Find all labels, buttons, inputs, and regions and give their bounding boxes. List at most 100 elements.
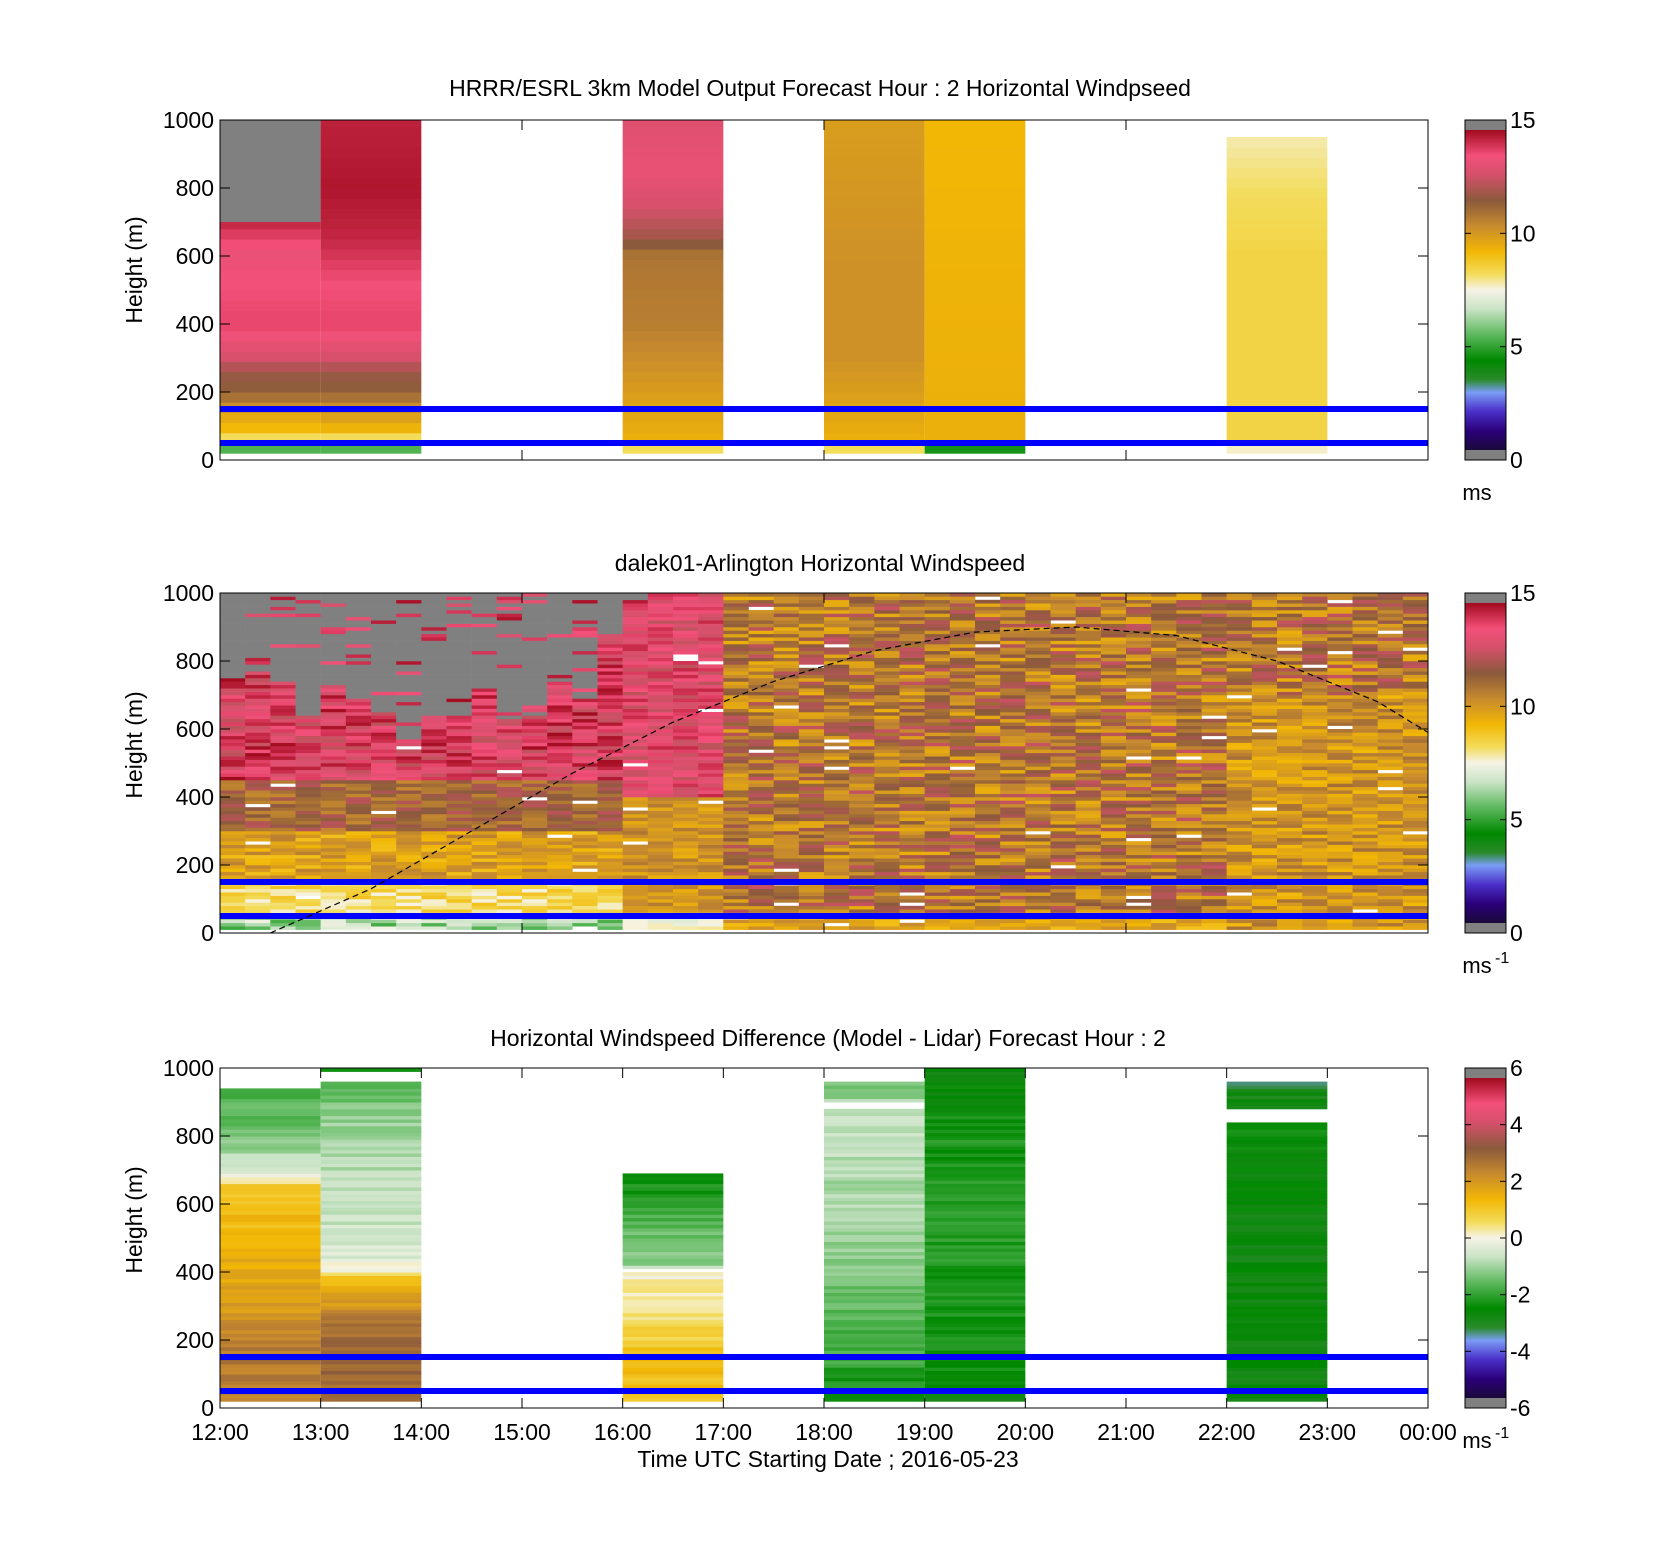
heatmap-cell [1251,746,1278,750]
heatmap-cell [1377,732,1404,737]
heatmap-cell [874,644,900,648]
heatmap-cell [1226,678,1253,682]
heatmap-cell [1151,841,1177,845]
heatmap-cell [874,905,900,910]
heatmap-cell [1402,793,1428,798]
heatmap-cell [1201,627,1227,631]
heatmap-cell [220,742,246,747]
heatmap-cell [1025,773,1051,777]
heatmap-cell [1050,695,1076,699]
heatmap-cell [798,715,825,720]
heatmap-cell [1176,892,1202,896]
heatmap-cell [371,888,397,893]
heatmap-cell [522,756,548,760]
heatmap-cell [824,188,925,199]
missing-data-cell [245,650,271,655]
heatmap-cell [547,851,573,856]
heatmap-cell [1126,746,1152,750]
heatmap-cell [1000,732,1026,737]
missing-data-cell [446,650,472,655]
missing-data-cell [496,681,523,686]
heatmap-cell [1025,861,1051,866]
heatmap-cell [371,892,397,896]
heatmap-cell [1226,922,1253,927]
heatmap-cell [849,848,875,852]
heatmap-cell [1151,630,1177,635]
missing-data-cell [371,654,397,658]
heatmap-cell [1226,790,1253,794]
heatmap-cell [547,854,573,859]
heatmap-cell [496,909,523,913]
heatmap-cell [1126,817,1152,822]
heatmap-cell [1327,803,1353,808]
heatmap-cell [295,861,321,866]
heatmap-cell [899,698,925,703]
heatmap-cell [673,705,699,709]
difference-panel: Horizontal Windspeed Difference (Model -… [121,1025,1531,1453]
missing-data-cell [547,664,573,669]
heatmap-cell [1075,749,1102,754]
heatmap-cell [421,926,447,930]
heatmap-cell [270,922,296,927]
heatmap-cell [345,725,372,730]
heatmap-cell [345,644,372,648]
heatmap-cell [220,732,246,737]
heatmap-cell [1050,749,1076,754]
heatmap-cell [1352,712,1378,716]
heatmap-cell [1251,742,1278,747]
heatmap-cell [220,735,246,740]
heatmap-cell [1126,922,1152,927]
heatmap-cell [949,922,976,927]
heatmap-cell [1025,827,1051,832]
heatmap-cell [1176,810,1202,815]
heatmap-cell [1251,790,1278,794]
heatmap-cell [1302,752,1328,757]
heatmap-cell [320,147,422,158]
heatmap-cell [547,899,573,903]
heatmap-cell [798,661,825,665]
heatmap-cell [824,310,925,322]
heatmap-cell [773,678,800,682]
heatmap-cell [824,854,850,859]
heatmap-cell [1050,888,1076,893]
missing-data-cell [295,620,321,624]
heatmap-cell [270,899,296,903]
heatmap-cell [1277,899,1303,903]
heatmap-cell [547,790,573,794]
heatmap-cell [673,905,699,910]
heatmap-cell [748,926,774,930]
heatmap-cell [295,739,321,743]
heatmap-cell [1126,926,1152,930]
heatmap-cell [1151,732,1177,737]
heatmap-cell [899,759,925,764]
heatmap-cell [1226,858,1253,862]
heatmap-cell [849,718,875,723]
heatmap-cell [220,412,321,424]
missing-data-cell [396,698,422,703]
heatmap-cell [975,868,1001,873]
heatmap-cell [496,718,523,723]
heatmap-cell [1402,868,1428,873]
heatmap-cell [773,871,800,876]
heatmap-cell [1226,715,1253,720]
heatmap-cell [1377,793,1404,798]
heatmap-cell [798,766,825,771]
missing-data-cell [220,647,246,652]
heatmap-cell [1352,926,1378,930]
missing-data-cell [421,593,447,597]
heatmap-cell [924,803,951,808]
heatmap-cell [1277,837,1303,842]
heatmap-cell [849,885,875,890]
heatmap-cell [245,814,271,818]
heatmap-cell [824,797,850,801]
heatmap-cell [1176,769,1202,774]
heatmap-cell [471,705,498,709]
heatmap-cell [723,865,749,869]
heatmap-cell [874,790,900,794]
heatmap-cell [446,729,472,733]
heatmap-cell [1050,715,1076,720]
heatmap-cell [1075,851,1102,856]
heatmap-cell [975,773,1001,777]
heatmap-cell [647,892,674,896]
heatmap-cell [924,606,951,611]
